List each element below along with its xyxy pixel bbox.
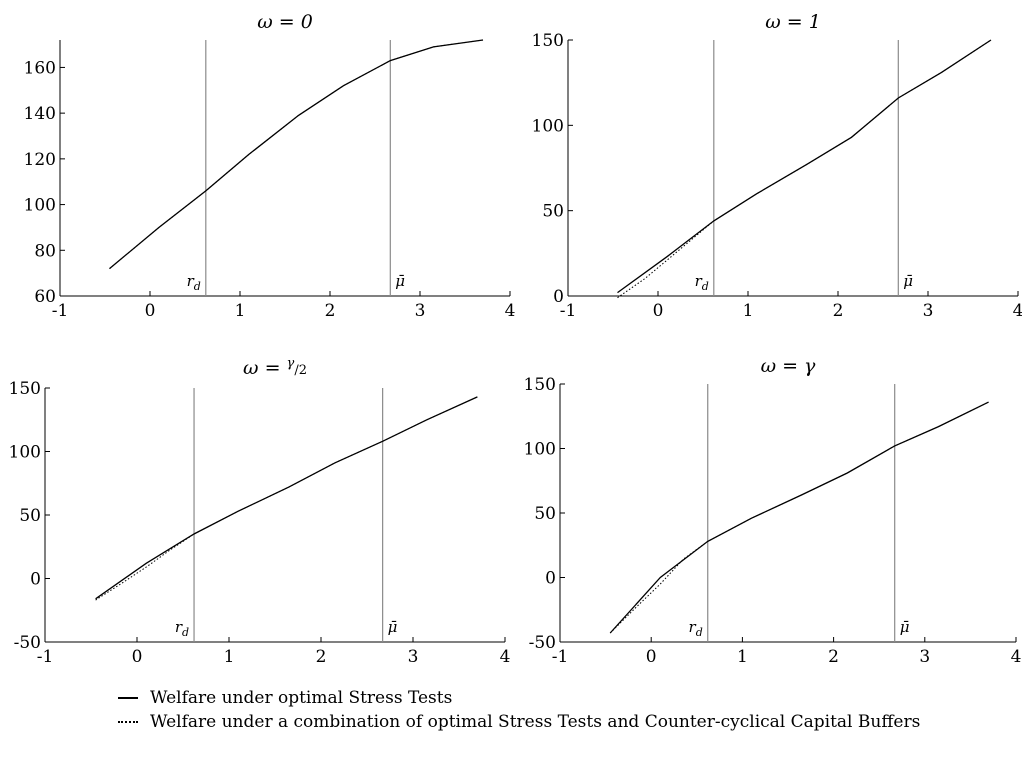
legend-entry-solid: Welfare under optimal Stress Tests	[118, 686, 920, 710]
series-line-dotted	[609, 401, 989, 634]
x-tick-label: -1	[52, 301, 69, 321]
x-tick-label: -1	[560, 301, 577, 321]
series-line-dotted	[617, 39, 992, 299]
chart-panel-1: ω = 0 60 80 100 120 140 160 -1 0 1 2 3 4 rd μ̄	[24, 11, 516, 321]
y-tick-label: 0	[545, 569, 556, 589]
y-tick-label: 0	[553, 287, 564, 307]
vline-label-r-d: rd	[187, 272, 201, 293]
vline-label-mu-bar: μ̄	[395, 272, 405, 290]
x-tick-label: 1	[235, 301, 246, 321]
vline-label-r-d: rd	[689, 618, 703, 639]
y-tick-label: 100	[524, 440, 556, 460]
vline-label-r-d: rd	[175, 618, 189, 639]
x-tick-label: 0	[145, 301, 156, 321]
legend-entry-dotted: Welfare under a combination of optimal S…	[118, 710, 920, 734]
x-tick-label: 1	[224, 647, 235, 667]
x-tick-label: 4	[500, 647, 511, 667]
x-tick-label: -1	[37, 647, 54, 667]
x-tick-label: 3	[923, 301, 934, 321]
y-tick-label: 140	[24, 104, 56, 124]
series-line-solid	[95, 396, 478, 600]
y-tick-label: 0	[30, 570, 41, 590]
x-tick-label: 0	[132, 647, 143, 667]
x-tick-label: 1	[743, 301, 754, 321]
legend-solid-line-icon	[118, 697, 138, 699]
legend-dotted-line-icon	[118, 721, 138, 723]
x-tick-label: 3	[919, 647, 930, 667]
legend-dotted-label: Welfare under a combination of optimal S…	[150, 712, 921, 732]
y-tick-label: -50	[14, 633, 41, 653]
x-tick-label: 4	[505, 301, 516, 321]
legend: Welfare under optimal Stress Tests Welfa…	[118, 686, 920, 734]
x-tick-label: 2	[325, 301, 336, 321]
y-tick-label: 150	[524, 375, 556, 395]
chart-panel-4: ω = γ -50 0 50 100 150 -1 0 1 2 3 4 rd μ̄	[524, 355, 1022, 667]
chart-title: ω = γ	[761, 355, 816, 377]
y-tick-label: 100	[9, 443, 41, 463]
y-tick-label: 50	[542, 202, 564, 222]
x-tick-label: 2	[316, 647, 327, 667]
y-tick-label: 120	[24, 150, 56, 170]
x-tick-label: 0	[646, 647, 657, 667]
vline-label-r-d: rd	[695, 272, 709, 293]
series-line-solid	[109, 39, 484, 270]
x-tick-label: -1	[552, 647, 569, 667]
y-tick-label: 150	[9, 379, 41, 399]
x-tick-label: 2	[828, 647, 839, 667]
y-tick-label: 150	[532, 31, 564, 51]
x-tick-label: 3	[415, 301, 426, 321]
vline-label-mu-bar: μ̄	[903, 272, 913, 290]
series-line-dotted	[95, 396, 478, 601]
series-line-dotted	[109, 39, 484, 269]
y-tick-label: 100	[24, 196, 56, 216]
chart-title: ω = 0	[257, 11, 313, 33]
y-tick-label: 80	[34, 241, 56, 261]
y-tick-label: -50	[529, 633, 556, 653]
chart-title: ω = γ/2	[243, 356, 307, 379]
x-tick-label: 4	[1011, 647, 1022, 667]
y-tick-label: 50	[534, 504, 556, 524]
y-tick-label: 100	[532, 116, 564, 136]
x-tick-label: 3	[408, 647, 419, 667]
chart-panel-3: ω = γ/2 -50 0 50 100 150 -1 0 1 2 3 4 rd μ̄	[9, 356, 511, 667]
chart-title: ω = 1	[765, 11, 821, 33]
series-line-solid	[609, 401, 989, 634]
vline-label-mu-bar: μ̄	[388, 618, 398, 636]
legend-solid-label: Welfare under optimal Stress Tests	[150, 688, 453, 708]
vline-label-mu-bar: μ̄	[900, 618, 910, 636]
x-tick-label: 1	[737, 647, 748, 667]
x-tick-label: 0	[653, 301, 664, 321]
y-tick-label: 160	[24, 58, 56, 78]
y-tick-label: 50	[19, 506, 41, 526]
x-tick-label: 4	[1013, 301, 1022, 321]
x-tick-label: 2	[833, 301, 844, 321]
y-tick-label: 60	[34, 287, 56, 307]
